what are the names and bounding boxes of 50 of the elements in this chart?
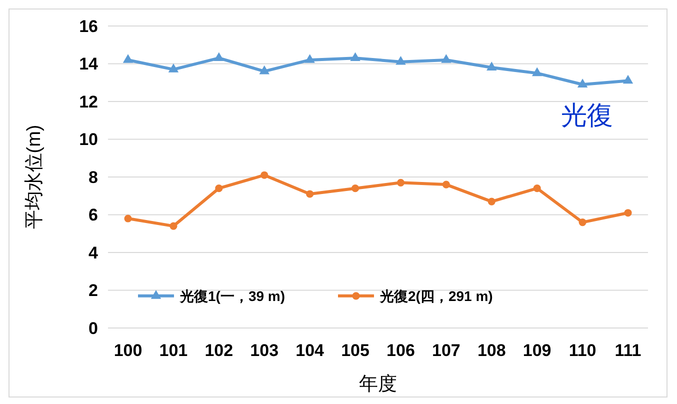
x-tick-label: 111 — [614, 341, 642, 360]
point — [533, 184, 541, 192]
x-axis-title: 年度 — [359, 373, 397, 395]
point — [486, 62, 497, 70]
point — [124, 214, 132, 222]
x-tick-label: 102 — [204, 341, 234, 360]
x-tick-label: 109 — [522, 341, 552, 360]
y-tick-label: 2 — [88, 281, 98, 300]
y-axis-title: 平均水位(m) — [24, 124, 45, 230]
point — [350, 52, 360, 62]
y-tick-label: 0 — [88, 318, 98, 338]
x-tick-label: 104 — [296, 341, 325, 360]
point — [259, 65, 270, 74]
point — [488, 198, 496, 206]
y-tick-label: 10 — [79, 130, 98, 150]
point — [168, 64, 179, 72]
point — [396, 178, 405, 186]
point — [122, 54, 134, 63]
x-tick-label: 101 — [159, 341, 188, 360]
x-tick-label: 108 — [477, 341, 506, 360]
point — [170, 222, 178, 230]
y-tick-label: 14 — [79, 54, 99, 74]
x-tick-label: 106 — [386, 341, 415, 360]
y-tick-label: 6 — [88, 206, 98, 225]
legend-label: 光復2(四，291 m) — [379, 288, 493, 304]
x-tick-label: 105 — [341, 341, 370, 360]
x-tick-label: 103 — [250, 341, 279, 360]
point — [306, 190, 314, 198]
point — [304, 54, 315, 63]
point — [622, 74, 634, 84]
y-tick-label: 4 — [88, 243, 99, 262]
annotation: 光復 — [561, 101, 613, 132]
point — [577, 78, 588, 88]
point — [214, 52, 224, 62]
point — [260, 171, 268, 179]
point — [215, 184, 223, 192]
y-tick-label: 12 — [79, 92, 98, 112]
point — [351, 184, 360, 192]
point — [396, 56, 406, 65]
point — [578, 218, 586, 226]
y-tick-label: 8 — [88, 168, 98, 187]
x-tick-label: 107 — [432, 341, 460, 360]
y-tick-label: 16 — [79, 16, 98, 36]
point — [624, 209, 632, 217]
x-tick-label: 100 — [114, 341, 142, 360]
point — [441, 54, 452, 63]
point — [532, 67, 542, 76]
legend-label: 光復1(一，39 m) — [179, 288, 286, 304]
point — [442, 180, 450, 188]
x-tick-label: 110 — [568, 341, 596, 360]
